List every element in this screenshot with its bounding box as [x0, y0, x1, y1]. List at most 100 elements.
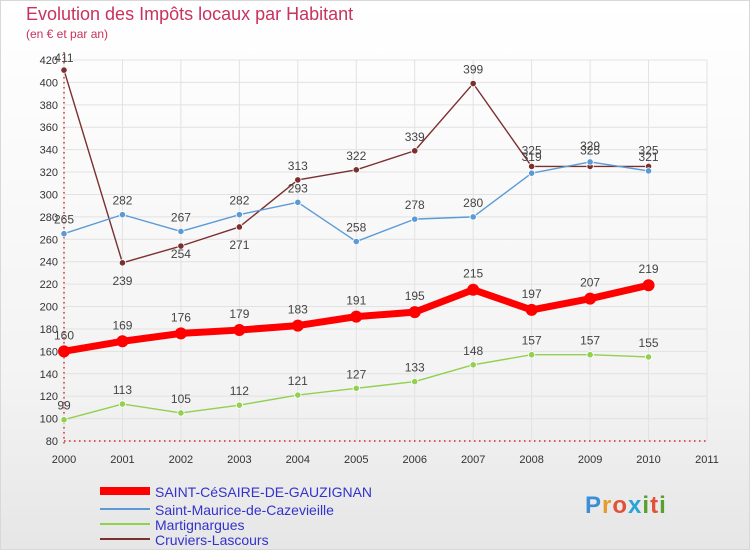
data-label: 133 — [405, 361, 425, 375]
y-tick-label: 380 — [40, 100, 58, 112]
data-point — [350, 310, 363, 323]
data-point — [116, 335, 129, 348]
data-point — [177, 409, 185, 417]
data-label: 322 — [346, 149, 366, 163]
data-label: 278 — [405, 198, 425, 212]
logo-letter: P — [585, 492, 603, 519]
data-label: 148 — [463, 344, 483, 358]
data-point — [411, 378, 419, 386]
data-label: 293 — [288, 181, 308, 195]
data-label: 265 — [54, 213, 74, 227]
y-tick-label: 100 — [40, 414, 58, 426]
data-point — [411, 215, 419, 223]
data-point — [525, 303, 538, 316]
data-point — [469, 361, 477, 369]
logo-letter: i — [642, 492, 651, 519]
data-point — [408, 306, 421, 319]
data-point — [584, 292, 597, 305]
x-tick-label: 2009 — [578, 454, 602, 466]
data-label: 411 — [54, 51, 73, 65]
data-label: 254 — [171, 247, 191, 261]
logo-letter: t — [650, 492, 660, 519]
data-label: 160 — [54, 328, 74, 342]
y-tick-label: 360 — [40, 122, 58, 134]
data-point — [58, 345, 70, 358]
data-point — [352, 384, 360, 392]
data-point — [174, 327, 187, 340]
chart-subtitle: (en € et par an) — [26, 27, 109, 41]
legend-item-1: Saint-Maurice-de-Cazevieille — [100, 502, 334, 518]
data-point — [528, 162, 536, 171]
data-label: 113 — [113, 383, 132, 397]
data-point — [294, 391, 302, 399]
data-point — [644, 353, 653, 361]
data-label: 176 — [171, 310, 191, 324]
y-tick-label: 160 — [40, 346, 58, 358]
data-point — [291, 319, 304, 332]
x-tick-label: 2000 — [52, 454, 76, 466]
legend-item-3: Cruviers-Lascours — [100, 532, 269, 548]
logo-letter: r — [602, 492, 613, 519]
x-tick-label: 2007 — [461, 454, 485, 466]
y-tick-label: 260 — [40, 234, 58, 246]
series-1: 265 282 267 282 293 258 278 280 319 329 321 — [54, 139, 659, 246]
data-point — [586, 158, 594, 166]
data-label: 329 — [580, 139, 600, 153]
y-tick-label: 80 — [46, 436, 58, 448]
y-tick-label: 420 — [40, 55, 58, 67]
data-label: 169 — [112, 318, 132, 332]
y-tick-label: 140 — [40, 369, 58, 381]
data-label: 179 — [229, 307, 249, 321]
data-label: 258 — [346, 221, 366, 235]
data-label: 339 — [405, 130, 425, 144]
data-point — [352, 166, 360, 174]
data-label: 325 — [580, 143, 600, 157]
data-point — [60, 66, 68, 74]
data-point — [118, 259, 127, 267]
data-point — [467, 283, 480, 296]
data-point — [586, 351, 594, 359]
data-label: 207 — [580, 276, 600, 290]
data-label: 157 — [522, 334, 542, 348]
data-label: 155 — [639, 336, 659, 350]
data-label: 191 — [346, 294, 366, 308]
data-point — [60, 230, 68, 238]
logo-letter: i — [659, 492, 667, 519]
legend-label: Saint-Maurice-de-Cazevieille — [155, 502, 334, 518]
legend-label: Cruviers-Lascours — [155, 532, 269, 548]
data-point — [469, 213, 477, 221]
data-point — [642, 279, 655, 292]
logo-letter: o — [612, 492, 629, 519]
data-label: 399 — [463, 63, 483, 77]
y-tick-label: 180 — [40, 324, 58, 336]
x-tick-label: 2008 — [519, 454, 543, 466]
data-point — [233, 324, 246, 337]
data-label: 280 — [463, 196, 483, 210]
x-tick-label: 2004 — [286, 454, 310, 466]
data-point — [644, 167, 653, 175]
data-label: 319 — [522, 150, 542, 164]
data-label: 105 — [171, 392, 191, 406]
legend-label: SAINT-CéSAIRE-DE-GAUZIGNAN — [155, 484, 372, 500]
data-point — [528, 169, 536, 177]
y-tick-label: 340 — [40, 145, 58, 157]
data-label: 271 — [229, 238, 249, 252]
data-label: 282 — [112, 194, 132, 208]
x-tick-label: 2005 — [344, 454, 368, 466]
data-label: 121 — [288, 374, 308, 388]
data-point — [118, 211, 127, 219]
series-0: 160 169 176 179 183 191 195 215 197 207 219 — [54, 262, 659, 358]
data-point — [528, 351, 536, 359]
x-tick-label: 2010 — [636, 454, 660, 466]
y-tick-label: 220 — [40, 279, 58, 291]
data-point — [411, 147, 419, 155]
data-label: 183 — [288, 303, 308, 317]
data-point — [352, 237, 360, 246]
data-label: 282 — [229, 194, 249, 208]
legend-label: Martignargues — [155, 517, 245, 533]
legend-item-0: SAINT-CéSAIRE-DE-GAUZIGNAN — [100, 484, 372, 500]
data-label: 321 — [639, 150, 659, 164]
data-label: 267 — [171, 210, 191, 224]
